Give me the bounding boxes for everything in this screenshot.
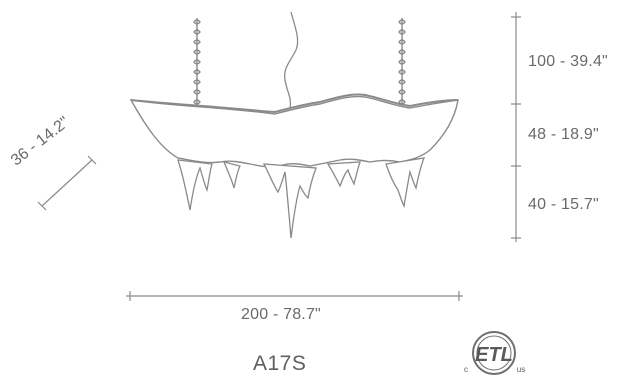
power-cable [284, 11, 299, 109]
left-suspension-chain [193, 18, 201, 108]
etl-suffix: us [517, 365, 525, 374]
etl-prefix: c [464, 365, 468, 374]
width-dimension-line [126, 291, 463, 301]
etl-certification-icon: ETL c us [464, 331, 525, 375]
model-name: A17S [253, 352, 307, 375]
height-dimension-line [511, 12, 521, 242]
etl-mark-text: ETL [475, 344, 513, 366]
icicle-drops [177, 157, 426, 239]
height-middle-label: 48 - 18.9" [528, 126, 599, 143]
height-bottom-label: 40 - 15.7" [528, 196, 599, 213]
body-top-rim [130, 93, 459, 114]
width-label: 200 - 78.7" [241, 306, 321, 323]
right-suspension-chain [398, 18, 406, 108]
depth-dimension-line [37, 155, 97, 211]
height-top-label: 100 - 39.4" [528, 53, 608, 70]
